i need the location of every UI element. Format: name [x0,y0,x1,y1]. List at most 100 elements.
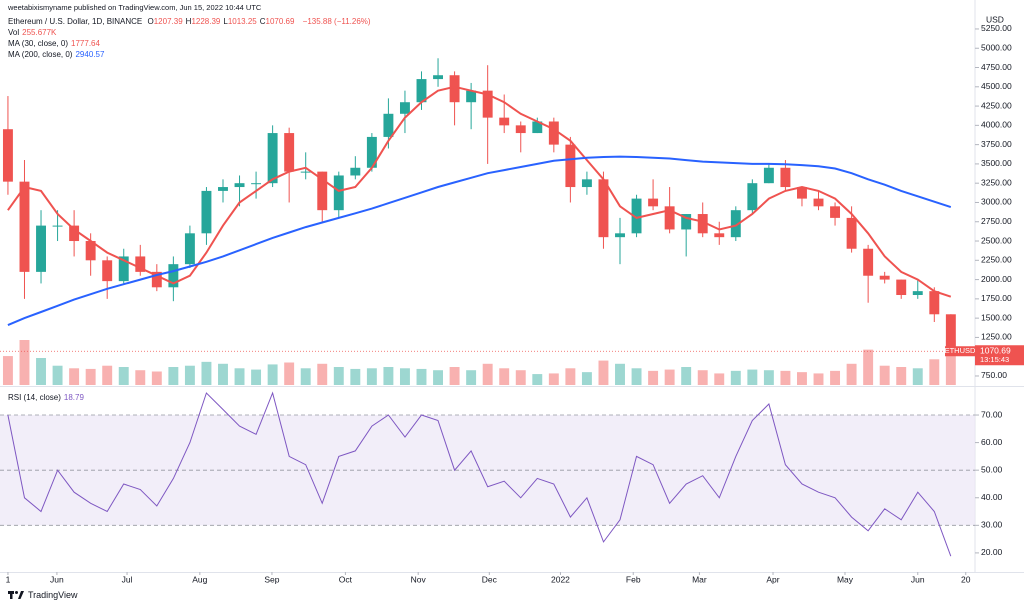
y-tick-label: 2250.00 [981,255,1012,265]
y-tick-label: 3500.00 [981,158,1012,168]
volume-bar [664,369,675,385]
volume-bar [598,360,609,385]
volume-bar [896,367,907,385]
candle-body [714,233,725,238]
y-tick-label: 4250.00 [981,100,1012,110]
author-line: weetabixismyname published on TradingVie… [8,3,262,12]
x-tick-label: Jun [50,574,64,584]
volume-bar [763,370,774,385]
candle-body [184,233,195,265]
last-price-tag [975,345,1024,366]
volume-bar [714,373,725,385]
rsi-line [7,391,952,557]
x-tick-label: Jul [122,574,133,584]
legend-name: RSI (14, close) [8,393,61,402]
candle-body [830,206,841,218]
volume-bar [201,361,212,385]
volume-bar [846,363,857,385]
y-tick-label: 4500.00 [981,81,1012,91]
volume-value: 255.677K [22,28,57,37]
volume-bar [945,340,956,385]
volume-bar [69,368,80,385]
candle-body [2,129,13,182]
candle-body [267,133,278,184]
y-tick-label: 2750.00 [981,216,1012,226]
candle-body [813,198,824,207]
volume-bar [912,368,923,385]
candle-body [234,183,245,188]
candle-body [251,183,262,185]
candle-body [648,198,659,207]
ohlc-value: 1228.39 [191,17,221,26]
legend-value: 2940.57 [75,50,105,59]
ohlc: O1207.39 H1228.39 L1013.25 C1070.69 [148,17,298,26]
y-tick-label: 3000.00 [981,197,1012,207]
volume-bar [284,362,295,385]
volume-legend: Vol 255.677K [8,28,59,37]
volume-bar [730,370,741,385]
volume-bar [747,369,758,385]
footer-brand: TradingView [28,590,78,600]
candle-body [697,214,708,234]
candle-body [69,225,80,242]
candle-body [631,198,642,234]
candle-body [747,183,758,211]
y-tick-label: 1250.00 [981,332,1012,342]
candle-body [896,279,907,296]
volume-bar [52,365,63,385]
candle-body [201,190,212,234]
y-tick-label: 5000.00 [981,42,1012,52]
ohlc-key: O [147,17,154,26]
moving-average-line [7,155,952,327]
candle-body [366,136,377,168]
candle-body [218,187,228,191]
volume-bar [830,370,841,385]
candle-body [399,102,410,114]
volume-bar [581,372,592,385]
x-tick-label: Sep [264,574,279,584]
candle-body [929,291,940,315]
change: −135.88 (−11.26%) [302,17,371,26]
y-tick-label: 4750.00 [981,62,1012,72]
y-tick-label: 30.00 [981,520,1003,530]
volume-bar [697,370,708,385]
volume-bar [399,368,410,385]
volume-bar [234,368,245,385]
candle-body [615,233,625,238]
candle-body [945,314,956,352]
candle-body [118,256,129,282]
volume-bar [118,367,129,385]
ma30-legend: MA (30, close, 0) 1777.64 [8,39,103,48]
volume-bar [218,363,228,385]
candle-body [730,210,741,238]
candle-body [433,75,444,80]
y-tick-label: 3750.00 [981,139,1012,149]
volume-bar [532,374,543,385]
x-tick-label: 1 [6,574,11,584]
candle-body [499,117,510,126]
candle-body [300,171,311,173]
volume-bar [929,359,940,385]
candle-body [581,179,592,188]
y-tick-label: 50.00 [981,464,1003,474]
x-tick-label: Aug [192,574,207,584]
volume-bar [813,373,824,385]
volume-bar [151,371,162,385]
ohlc-key: H [185,17,192,26]
x-tick-label: May [837,574,854,584]
symbol-tag-label: ETHUSD [945,346,976,355]
volume-bar [184,365,195,385]
ohlc-value: 1207.39 [153,17,183,26]
candle-body [515,125,526,134]
candle-body [416,79,427,103]
volume-bar [565,368,576,385]
candle-body [466,90,477,103]
last-price-label: 1070.69 [980,345,1011,355]
legend-name: MA (200, close, 0) [8,50,73,59]
y-tick-label: 1750.00 [981,293,1012,303]
x-tick-label: 20 [961,574,971,584]
candle-body [548,121,559,145]
volume-bar [499,368,510,385]
x-tick-label: Jun [911,574,925,584]
ohlc-key: L [223,17,228,26]
